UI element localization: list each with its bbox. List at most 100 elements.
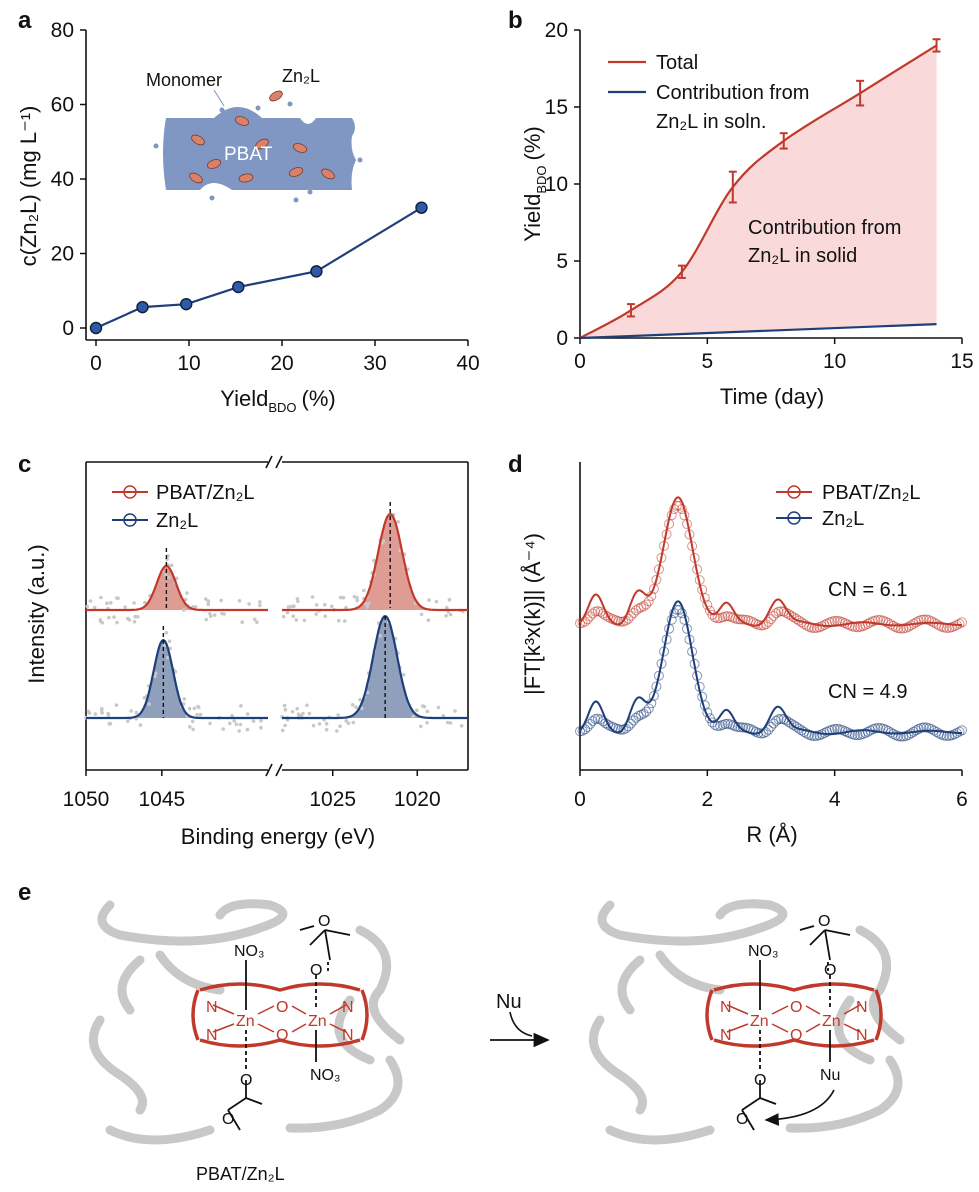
raw-data-point-zn2l — [238, 722, 243, 727]
panel-b-letter: b — [508, 7, 523, 34]
raw-data-point-pbat — [209, 614, 213, 618]
raw-data-point-zn2l — [138, 723, 143, 727]
data-marker-zn2l — [903, 729, 914, 740]
raw-data-point-pbat — [206, 599, 211, 603]
data-marker-pbat — [631, 605, 641, 616]
raw-data-point-zn2l — [422, 704, 427, 709]
raw-data-point-pbat — [434, 599, 439, 604]
raw-data-point-pbat — [258, 603, 262, 608]
raw-data-point-zn2l — [317, 722, 322, 726]
polymer-chains-right — [588, 899, 905, 1145]
legend-label-pbat-d: PBAT/Zn₂L — [822, 482, 921, 504]
raw-data-point-pbat — [143, 600, 147, 605]
raw-data-point-zn2l — [129, 709, 133, 713]
data-marker-pbat — [587, 608, 598, 619]
x-tick-label-d: 0 — [574, 788, 586, 811]
x-tick-label-a: 30 — [363, 352, 386, 375]
o-atom: O — [276, 1027, 288, 1044]
data-marker-pbat — [735, 614, 746, 625]
raw-data-point-zn2l — [234, 722, 239, 727]
legend-b: Total Contribution from Zn₂L in soln. — [608, 52, 809, 133]
nucleophile-label: Nu — [496, 991, 522, 1013]
data-marker-zn2l — [651, 681, 662, 692]
raw-data-point-zn2l — [415, 708, 419, 713]
axis-break-marks — [265, 455, 283, 777]
raw-data-point-zn2l — [307, 711, 312, 716]
legend-c: PBAT/Zn₂L Zn₂L — [112, 482, 255, 532]
no3-label: NO₃ — [310, 1067, 341, 1084]
plot-area-a — [89, 201, 428, 335]
data-point-a — [136, 300, 149, 314]
raw-data-point-zn2l — [282, 703, 287, 708]
inset-particles — [189, 90, 335, 184]
x-tick-label-d: 6 — [956, 788, 968, 811]
raw-data-point-pbat — [445, 606, 449, 610]
raw-data-point-pbat — [220, 611, 224, 616]
o-atom: O — [318, 913, 330, 930]
raw-data-point-pbat — [426, 618, 431, 622]
no3-label: NO₃ — [748, 943, 779, 960]
legend-label-total: Total — [656, 52, 698, 74]
fit-line-zn2l — [282, 615, 468, 720]
n-atom: N — [342, 999, 354, 1016]
zn-atom: Zn — [822, 1013, 841, 1030]
raw-data-point-pbat — [88, 599, 93, 603]
axial-ligands-left — [245, 960, 317, 1072]
raw-data-point-pbat — [323, 614, 328, 618]
axis-frame-a — [85, 30, 468, 341]
data-marker-zn2l — [735, 722, 746, 733]
reaction-arrow: Nu — [490, 991, 550, 1048]
raw-data-point-zn2l — [283, 723, 287, 728]
data-marker-zn2l — [957, 725, 967, 736]
raw-data-point-zn2l — [445, 720, 450, 725]
raw-data-point-pbat — [344, 605, 348, 610]
raw-data-point-pbat — [193, 605, 198, 609]
data-marker-zn2l — [633, 711, 644, 721]
raw-data-point-zn2l — [134, 710, 139, 715]
raw-data-point-pbat — [314, 603, 319, 607]
data-marker-zn2l — [786, 718, 797, 729]
x-axis-label-a: YieldBDO (%) — [220, 386, 336, 415]
raw-data-point-pbat — [364, 602, 368, 606]
data-marker-zn2l — [934, 728, 945, 739]
data-point-a — [415, 201, 428, 214]
raw-data-point-zn2l — [280, 728, 285, 733]
n-atom: N — [206, 1027, 218, 1044]
x-tick-label-c: 1050 — [63, 788, 110, 811]
data-marker-zn2l — [669, 608, 680, 619]
x-tick-label-c: 1045 — [138, 788, 185, 811]
raw-data-point-pbat — [183, 597, 188, 602]
o-atom: O — [310, 962, 322, 979]
raw-data-point-zn2l — [190, 719, 195, 724]
raw-data-point-pbat — [136, 615, 140, 619]
data-marker-pbat — [712, 613, 723, 624]
o-atom: O — [276, 999, 288, 1016]
raw-data-point-zn2l — [459, 724, 464, 728]
y-axis-label-d: |FT[k³x(k)]| (Å⁻⁴) — [520, 533, 545, 695]
polymer-ester-left — [227, 925, 351, 1131]
x-tick-label-b: 0 — [574, 350, 586, 373]
scheme-caption: PBAT/Zn₂L — [196, 1164, 285, 1184]
fit-line-pbat — [86, 564, 268, 612]
raw-data-point-pbat — [115, 620, 119, 625]
polymer-ester-right — [741, 925, 851, 1131]
peak-fill-zn2l — [282, 616, 468, 718]
legend-label-soln-2: Zn₂L in soln. — [656, 111, 766, 133]
y-tick-label-a: 80 — [51, 19, 74, 42]
raw-data-point-pbat — [237, 599, 242, 603]
fit-line-pbat — [282, 512, 468, 612]
x-tick-label-a: 10 — [177, 352, 200, 375]
inset-monomer-label: Monomer — [146, 70, 222, 90]
raw-data-point-pbat — [291, 614, 296, 619]
legend-d: PBAT/Zn₂L Zn₂L — [776, 482, 921, 530]
raw-data-point-pbat — [206, 602, 211, 607]
scheme-right: N N Zn O O Zn N N NO₃ Nu O O O O — [588, 899, 905, 1145]
data-marker-zn2l — [788, 720, 799, 731]
o-atom: O — [222, 1111, 234, 1128]
raw-data-point-pbat — [167, 575, 171, 580]
raw-data-point-pbat — [419, 612, 424, 617]
raw-data-point-pbat — [109, 601, 113, 605]
raw-data-point-pbat — [166, 554, 170, 558]
raw-data-point-pbat — [355, 598, 360, 603]
axis-ticks-d: 0 2 4 6 — [574, 770, 968, 811]
